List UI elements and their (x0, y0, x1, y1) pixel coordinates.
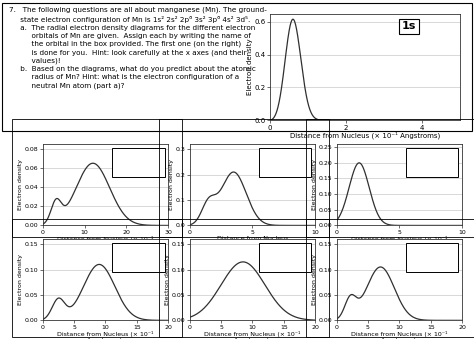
Y-axis label: Electron density: Electron density (18, 159, 23, 210)
X-axis label: Distance from Nucleus (× 10⁻¹
Angstroms): Distance from Nucleus (× 10⁻¹ Angstroms) (351, 236, 447, 248)
Text: 1s: 1s (401, 21, 416, 32)
X-axis label: Distance from Nucleus (× 10⁻¹ Angstroms): Distance from Nucleus (× 10⁻¹ Angstroms) (290, 132, 440, 139)
X-axis label: Distance from Nucleus (× 10⁻¹
Angstroms): Distance from Nucleus (× 10⁻¹ Angstroms) (204, 331, 301, 339)
FancyBboxPatch shape (406, 243, 458, 272)
X-axis label: Distance from Nucleus (× 10⁻¹
Angstroms): Distance from Nucleus (× 10⁻¹ Angstroms) (57, 236, 154, 248)
X-axis label: Distance from Nucleus (× 10⁻¹
Angstroms): Distance from Nucleus (× 10⁻¹ Angstroms) (351, 331, 447, 339)
Y-axis label: Electron density: Electron density (169, 159, 174, 210)
FancyBboxPatch shape (112, 148, 164, 177)
X-axis label: Distance from Nucleus (× 10⁻¹
Angstroms): Distance from Nucleus (× 10⁻¹ Angstroms) (57, 331, 154, 339)
FancyBboxPatch shape (112, 243, 164, 272)
FancyBboxPatch shape (406, 148, 458, 177)
Y-axis label: Electron density: Electron density (165, 254, 171, 305)
Y-axis label: Electron density: Electron density (247, 39, 254, 95)
Y-axis label: Electron density: Electron density (312, 254, 318, 305)
FancyBboxPatch shape (259, 243, 311, 272)
X-axis label: Distance from Nucleus
(× 10⁻¹ Angstroms): Distance from Nucleus (× 10⁻¹ Angstroms) (217, 236, 288, 248)
Y-axis label: Electron density: Electron density (312, 159, 317, 210)
Text: 7.   The following questions are all about manganese (Mn). The ground-
     stat: 7. The following questions are all about… (9, 7, 267, 89)
Y-axis label: Electron density: Electron density (18, 254, 24, 305)
FancyBboxPatch shape (259, 148, 311, 177)
